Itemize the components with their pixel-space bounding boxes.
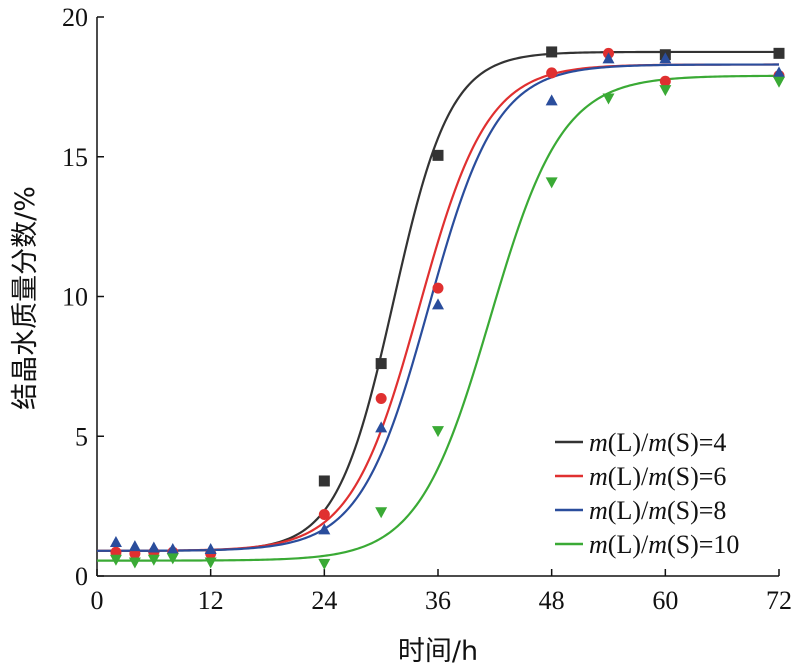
data-point [128, 540, 141, 552]
data-point [659, 75, 671, 87]
data-point [375, 393, 387, 405]
x-tick-label: 72 [766, 586, 792, 615]
data-point [546, 67, 558, 79]
y-tick-label: 15 [62, 143, 88, 172]
y-tick-label: 5 [75, 422, 88, 451]
data-point [128, 557, 141, 569]
legend-label: m(L)/m(S)=8 [589, 496, 726, 525]
data-point [375, 358, 387, 370]
y-tick-label: 20 [62, 3, 88, 32]
data-point [375, 421, 388, 433]
x-tick-label: 12 [198, 586, 224, 615]
data-point [659, 85, 672, 97]
data-point [432, 298, 444, 310]
data-point [318, 523, 331, 535]
data-point [147, 541, 160, 553]
data-point [602, 52, 615, 64]
data-point [166, 542, 179, 554]
data-point [659, 52, 672, 64]
data-point [773, 76, 785, 88]
data-point [109, 535, 122, 547]
data-point [375, 507, 388, 519]
x-tick-label: 0 [91, 586, 104, 615]
data-point [147, 554, 160, 566]
data-point [545, 177, 558, 189]
data-point [166, 553, 179, 565]
data-point [204, 542, 217, 554]
data-point [546, 46, 558, 58]
data-point [432, 149, 444, 161]
x-tick-label: 36 [425, 586, 451, 615]
data-point [602, 93, 615, 105]
x-tick-label: 48 [539, 586, 565, 615]
data-point [773, 47, 785, 59]
data-point [204, 557, 217, 569]
data-point [545, 94, 558, 106]
y-tick-label: 10 [62, 283, 88, 312]
data-point [773, 66, 785, 78]
x-tick-label: 24 [311, 586, 337, 615]
legend-entry: m(L)/m(S)=6 [555, 462, 726, 491]
data-point [432, 426, 444, 438]
data-point [432, 282, 444, 294]
tick-labels: 0 12 24 36 48 60 72 0 5 10 15 20 [62, 3, 792, 615]
legend-label: m(L)/m(S)=10 [589, 530, 739, 559]
legend-label: m(L)/m(S)=4 [589, 428, 726, 457]
axes [96, 16, 780, 577]
data-points [109, 46, 785, 570]
data-point [109, 554, 122, 566]
data-point [318, 475, 330, 487]
legend-entry: m(L)/m(S)=4 [555, 428, 726, 457]
data-point [318, 509, 330, 521]
x-axis-title: 时间/h [398, 636, 478, 666]
y-tick-label: 0 [75, 562, 88, 591]
data-point [318, 558, 331, 570]
legend-label: m(L)/m(S)=6 [589, 462, 726, 491]
legend-entry: m(L)/m(S)=10 [555, 530, 739, 559]
legend-entry: m(L)/m(S)=8 [555, 496, 726, 525]
x-tick-label: 60 [652, 586, 678, 615]
y-axis-title: 结晶水质量分数/% [10, 186, 41, 410]
legend: m(L)/m(S)=4 m(L)/m(S)=6 m(L)/m(S)=8 m(L)… [555, 428, 739, 559]
